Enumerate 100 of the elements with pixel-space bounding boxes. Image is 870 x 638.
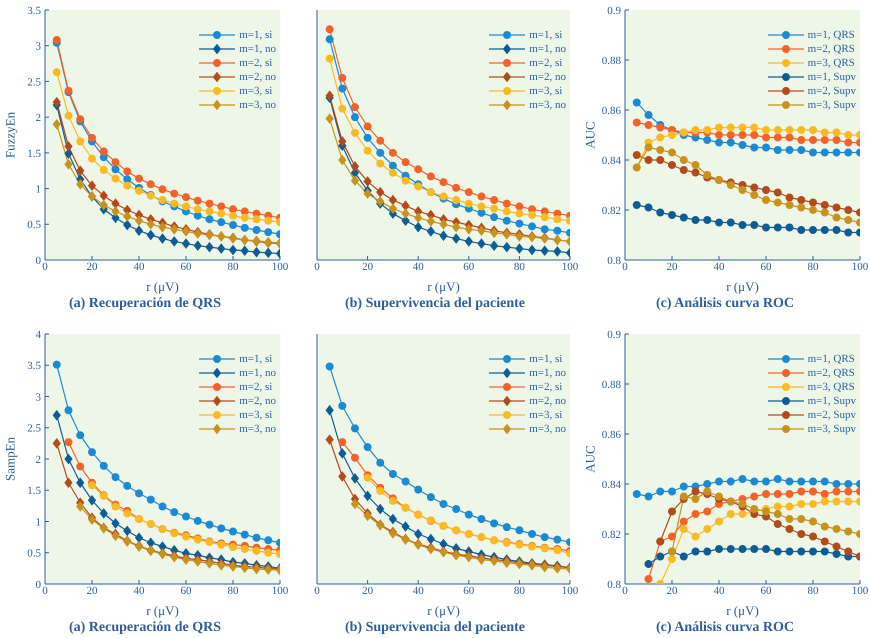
legend-label: m=2, no <box>239 395 276 407</box>
x-tick-label: 20 <box>362 260 374 273</box>
legend-label: m=3, si <box>529 409 562 421</box>
legend-label: m=2, si <box>529 57 562 69</box>
y-tick-label: 0.86 <box>602 104 622 117</box>
y-tick-label: 2 <box>36 454 41 466</box>
x-tick-label: 20 <box>362 584 374 597</box>
y-tick-label: 3 <box>36 391 42 404</box>
y-tick-label: 3.5 <box>27 360 42 372</box>
x-tick-label: 40 <box>134 260 145 273</box>
y-axis-title: FuzzyEn <box>2 111 18 158</box>
x-axis-title: r (μV) <box>146 603 179 618</box>
x-tick-label: 40 <box>134 584 145 597</box>
legend-label: m=1, no <box>239 367 276 379</box>
x-tick-label: 60 <box>760 260 772 273</box>
y-tick-label: 0.82 <box>602 528 621 541</box>
y-tick-label: 3.5 <box>27 4 42 17</box>
y-tick-label: 0.9 <box>607 328 622 341</box>
y-tick-label: 0.88 <box>602 378 622 391</box>
legend-label: m=1, no <box>529 367 566 379</box>
legend-label: m=1, Supv <box>808 395 856 407</box>
x-axis-title: r (μV) <box>427 603 460 618</box>
legend-label: m=3, no <box>239 423 276 435</box>
legend-label: m=2, si <box>239 57 272 69</box>
legend-label: m=1, si <box>529 29 562 41</box>
legend-label: m=1, si <box>239 353 272 365</box>
legend-label: m=2, no <box>529 395 566 407</box>
x-tick-label: 80 <box>228 260 239 273</box>
x-tick-label: 0 <box>314 584 320 597</box>
legend-label: m=3, si <box>529 85 562 97</box>
legend-label: m=1, si <box>239 29 272 41</box>
legend-label: m=2, Supv <box>808 85 856 97</box>
x-tick-label: 80 <box>228 584 239 597</box>
legend-label: m=2, QRS <box>808 43 855 55</box>
x-tick-label: 100 <box>562 260 579 273</box>
legend-label: m=3, QRS <box>808 57 855 69</box>
x-tick-label: 60 <box>463 584 475 597</box>
x-tick-label: 80 <box>808 584 819 597</box>
text: (a) Recuperación de QRS <box>68 296 222 312</box>
x-tick-label: 20 <box>666 260 678 273</box>
x-axis-title: r (μV) <box>726 603 759 618</box>
text: (c) Análisis curva ROC <box>654 296 796 312</box>
y-tick-label: 2.5 <box>27 76 42 88</box>
y-tick-label: 3 <box>36 40 42 53</box>
y-tick-label: 0.5 <box>27 219 42 232</box>
legend-label: m=1, QRS <box>808 353 855 365</box>
x-tick-label: 20 <box>666 584 678 597</box>
legend-label: m=3, si <box>239 409 272 421</box>
x-tick-label: 20 <box>86 584 98 597</box>
text: (c) Análisis curva ROC <box>654 620 796 636</box>
text: (b) Supervivencia del paciente <box>344 620 526 636</box>
legend-label: m=3, QRS <box>808 381 855 393</box>
y-tick-label: 1.5 <box>27 485 42 498</box>
x-tick-label: 100 <box>852 260 869 273</box>
text: (b) Supervivencia del paciente <box>344 296 526 312</box>
y-axis-title: AUC <box>582 121 598 149</box>
x-tick-label: 0 <box>314 260 320 273</box>
x-tick-label: 80 <box>514 584 526 597</box>
x-tick-label: 60 <box>760 584 772 597</box>
x-tick-label: 60 <box>463 260 475 273</box>
y-tick-label: 0.84 <box>602 154 622 167</box>
y-tick-label: 1 <box>36 183 41 196</box>
x-tick-label: 100 <box>852 584 869 597</box>
x-tick-label: 60 <box>180 260 192 273</box>
legend-label: m=2, no <box>239 71 276 83</box>
x-axis-title: r (μV) <box>427 279 460 294</box>
x-tick-label: 80 <box>808 260 819 273</box>
y-tick-label: 4 <box>36 328 42 341</box>
y-axis-title: SampEn <box>2 436 18 482</box>
x-tick-label: 20 <box>86 260 98 273</box>
x-tick-label: 40 <box>714 260 725 273</box>
y-tick-label: 0.88 <box>602 54 622 67</box>
legend-label: m=1, no <box>239 43 276 55</box>
x-axis-title: r (μV) <box>146 279 179 294</box>
legend-label: m=1, si <box>529 353 562 365</box>
legend-label: m=3, Supv <box>808 423 856 435</box>
legend-label: m=1, QRS <box>808 29 855 41</box>
y-tick-label: 1 <box>36 516 41 528</box>
y-tick-label: 2.5 <box>27 422 42 435</box>
legend-label: m=3, no <box>529 99 566 111</box>
legend-label: m=2, QRS <box>808 367 855 379</box>
y-tick-label: 0.86 <box>602 428 622 441</box>
y-tick-label: 0.8 <box>607 578 622 591</box>
text: (a) Recuperación de QRS <box>68 620 222 636</box>
x-tick-label: 40 <box>714 584 725 597</box>
y-tick-label: 2 <box>36 112 41 124</box>
x-tick-label: 80 <box>514 260 526 273</box>
legend-label: m=3, Supv <box>808 99 856 111</box>
legend-label: m=3, no <box>529 423 566 435</box>
y-tick-label: 0.82 <box>602 204 621 217</box>
y-tick-label: 0.5 <box>27 548 42 560</box>
legend-label: m=2, no <box>529 71 566 83</box>
legend-label: m=3, no <box>239 99 276 111</box>
legend-label: m=2, si <box>529 381 562 393</box>
x-tick-label: 40 <box>412 584 424 597</box>
legend-label: m=2, si <box>239 381 272 393</box>
y-tick-label: 0.8 <box>607 254 622 267</box>
y-tick-label: 1.5 <box>27 148 42 160</box>
x-tick-label: 40 <box>412 260 424 273</box>
x-tick-label: 100 <box>562 584 579 597</box>
